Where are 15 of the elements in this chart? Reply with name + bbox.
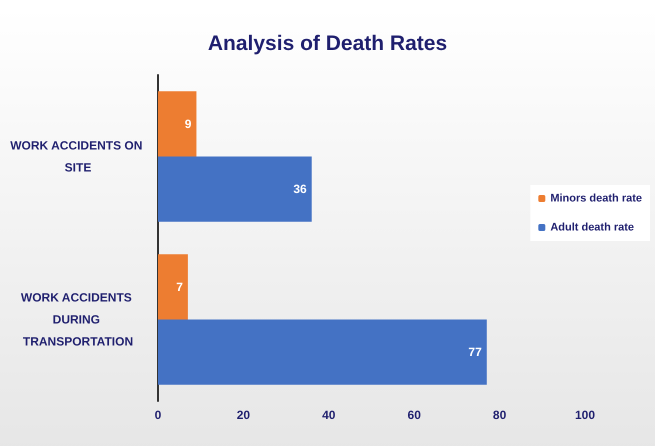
x-tick-label: 60: [408, 408, 422, 422]
x-tick-label: 100: [574, 408, 596, 422]
data-label: 9: [184, 116, 192, 131]
x-tick-label: 80: [492, 408, 507, 422]
x-tick-label: 40: [322, 408, 336, 422]
data-label: 36: [293, 182, 308, 196]
y-tick-label: WORK ACCIDENTS ON SITE: [10, 138, 146, 174]
x-tick-label: 20: [236, 408, 250, 422]
chart-title: Analysis of Death Rates: [208, 32, 448, 55]
x-tick-label: 0: [154, 408, 162, 422]
data-label: 7: [176, 280, 184, 294]
legend-label: Minors death rate: [550, 192, 642, 204]
data-label: 77: [468, 345, 482, 360]
y-tick-label: WORK ACCIDENTS DURING TRANSPORTATION: [20, 290, 136, 348]
legend-label: Adult death rate: [550, 222, 634, 234]
